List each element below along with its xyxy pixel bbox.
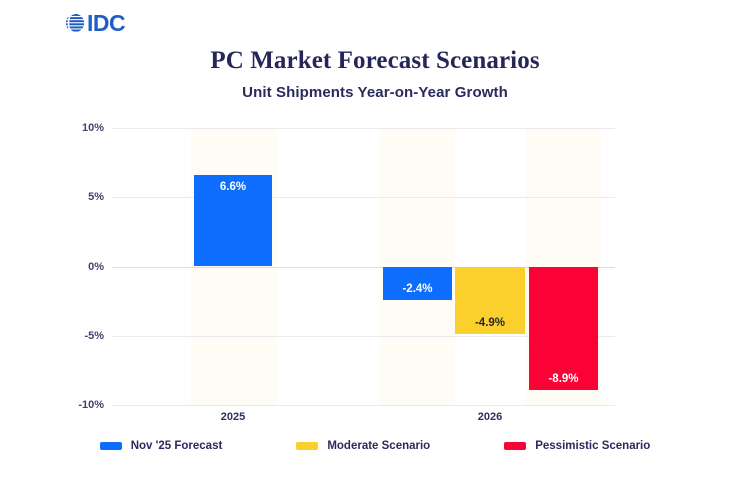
legend-item-nov-forecast[interactable]: Nov '25 Forecast	[99, 440, 223, 452]
y-axis-tick-5: 5%	[88, 191, 104, 204]
chart-subtitle: Unit Shipments Year-on-Year Growth	[242, 84, 508, 101]
legend-color-chip	[296, 442, 319, 450]
bar-value-label: -2.4%	[402, 282, 433, 295]
gridline-m10	[112, 405, 615, 406]
bar-2026-moderate-scenario[interactable]: -4.9%	[455, 266, 525, 335]
gridline-10	[112, 128, 615, 129]
gridline-zero	[112, 266, 615, 268]
chart-legend: Nov '25 Forecast Moderate Scenario Pessi…	[0, 440, 750, 452]
legend-color-chip	[504, 442, 527, 450]
y-axis-tick-0: 0%	[88, 260, 104, 273]
legend-item-label: Moderate Scenario	[327, 440, 431, 452]
legend-color-chip	[99, 442, 122, 450]
legend-item-label: Pessimistic Scenario	[535, 440, 651, 452]
x-axis-tick-2026: 2026	[477, 411, 503, 423]
chart-plot-area: 10% 5% 0% -5% -10% 6.6% -2.4% -4.9% -8.9…	[78, 122, 615, 423]
y-axis-tick-m5: -5%	[84, 329, 104, 342]
bar-2026-pessimistic-scenario[interactable]: -8.9%	[529, 266, 598, 390]
y-axis-tick-m10: -10%	[78, 399, 104, 411]
y-axis-tick-10: 10%	[81, 122, 104, 134]
idc-globe-icon	[65, 12, 85, 34]
idc-logo: IDC	[64, 9, 126, 36]
bar-value-label: -4.9%	[474, 317, 506, 330]
chart-title: PC Market Forecast Scenarios	[210, 47, 540, 74]
legend-item-label: Nov '25 Forecast	[130, 440, 223, 452]
gridline-5	[112, 197, 615, 199]
bar-2025-nov-forecast[interactable]: 6.6%	[194, 175, 272, 267]
gridline-m5	[112, 335, 615, 337]
bar-2026-nov-forecast[interactable]: -2.4%	[383, 266, 452, 300]
legend-item-moderate-scenario[interactable]: Moderate Scenario	[296, 440, 430, 452]
legend-item-pessimistic-scenario[interactable]: Pessimistic Scenario	[504, 440, 650, 452]
bar-value-label: 6.6%	[219, 181, 247, 194]
logo-wordmark: IDC	[87, 9, 126, 36]
x-axis-tick-2025: 2025	[220, 411, 246, 423]
bar-value-label: -8.9%	[548, 372, 579, 385]
